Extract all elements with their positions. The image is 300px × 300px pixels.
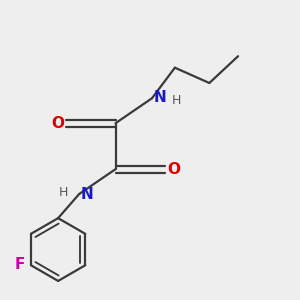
Text: H: H <box>172 94 181 107</box>
Text: H: H <box>58 186 68 199</box>
Text: O: O <box>167 162 180 177</box>
Text: N: N <box>81 187 94 202</box>
Text: F: F <box>15 257 26 272</box>
Text: O: O <box>51 116 64 131</box>
Text: N: N <box>154 90 167 105</box>
